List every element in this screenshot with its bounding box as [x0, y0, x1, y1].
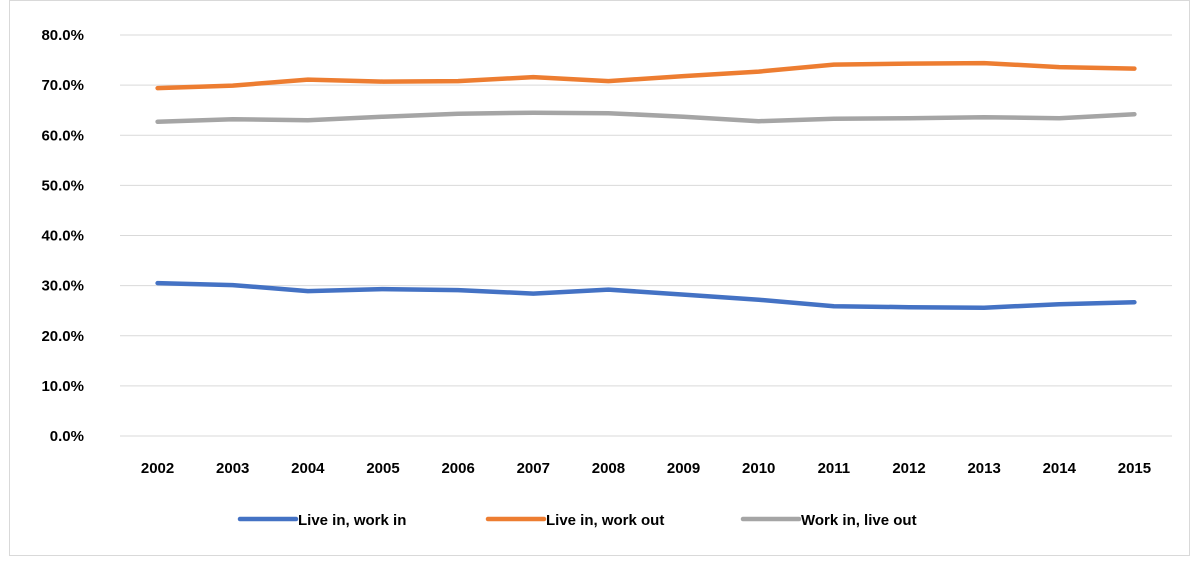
y-tick-label: 0.0% [50, 428, 84, 445]
x-tick-label: 2005 [366, 460, 399, 477]
x-tick-label: 2014 [1043, 460, 1077, 477]
gridlines [120, 34, 1172, 437]
y-tick-label: 30.0% [41, 278, 84, 295]
x-tick-label: 2003 [216, 460, 249, 477]
x-tick-label: 2009 [667, 460, 700, 477]
x-tick-label: 2012 [892, 460, 925, 477]
series-line [155, 60, 1137, 91]
series-layer [155, 60, 1137, 310]
series-line [155, 280, 1137, 310]
y-tick-label: 70.0% [41, 77, 84, 94]
x-axis: 2002 2003 2004 2005 2006 2007 2008 2009 2010 2011… [141, 460, 1151, 477]
y-tick-label: 40.0% [41, 228, 84, 245]
y-tick-label: 50.0% [41, 177, 84, 194]
y-tick-label: 10.0% [41, 378, 84, 395]
x-tick-label: 2010 [742, 460, 775, 477]
x-tick-label: 2013 [967, 460, 1000, 477]
x-tick-label: 2015 [1118, 460, 1151, 477]
x-tick-label: 2007 [517, 460, 550, 477]
x-tick-label: 2002 [141, 460, 174, 477]
legend: Live in, work in Live in, work out Work in… [237, 512, 917, 529]
y-tick-label: 80.0% [41, 27, 84, 44]
y-tick-label: 60.0% [41, 127, 84, 144]
x-tick-label: 2011 [818, 460, 851, 477]
y-axis: 0.0% 10.0% 20.0% 30.0% 40.0% 50.0% 60.0% 70.0% 8… [41, 27, 84, 445]
legend-label: Live in, work in [298, 512, 406, 529]
series-line [155, 110, 1137, 124]
chart-border [9, 0, 1190, 556]
x-tick-label: 2006 [441, 460, 474, 477]
legend-label: Work in, live out [801, 512, 917, 529]
y-tick-label: 20.0% [41, 328, 84, 345]
x-tick-label: 2004 [291, 460, 325, 477]
legend-label: Live in, work out [546, 512, 664, 529]
x-tick-label: 2008 [592, 460, 625, 477]
